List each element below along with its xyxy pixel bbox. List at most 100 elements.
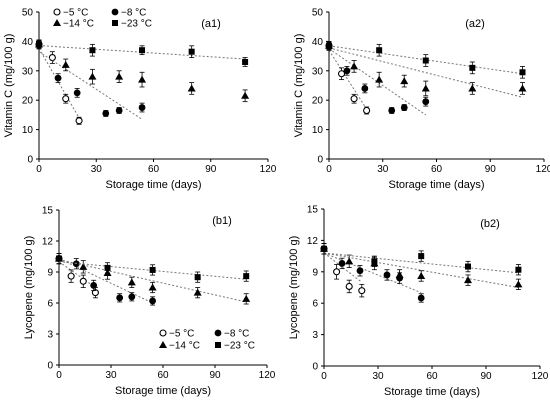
x-tick-label: 90: [485, 164, 497, 175]
data-point: [56, 255, 62, 262]
data-point: [371, 258, 378, 265]
y-tick-label: 3: [312, 330, 318, 341]
y-tick-label: 50: [22, 8, 34, 19]
data-point: [127, 278, 136, 286]
series-filled-triangle: [320, 243, 523, 290]
y-tick-label: 30: [22, 66, 34, 77]
data-point: [138, 75, 147, 83]
legend-marker: [53, 19, 61, 26]
data-point: [361, 85, 369, 92]
x-axis-title: Storage time (days): [106, 179, 202, 191]
legend-marker: [214, 329, 222, 337]
y-tick-label: 20: [22, 96, 34, 107]
series-filled-square: [321, 243, 522, 276]
x-tick-label: 0: [36, 164, 42, 175]
data-point: [376, 47, 383, 54]
x-tick-label: 60: [148, 164, 160, 175]
trend-line: [328, 47, 523, 98]
y-tick-label: 12: [307, 236, 319, 247]
legend: −5 °C −8 °C −14 °C −23 °C: [159, 329, 255, 352]
x-axis-title: Storage time (days): [115, 385, 211, 397]
data-point: [242, 294, 251, 302]
series-filled-square: [56, 252, 250, 283]
legend: −5 °C −8 °C −14 °C −23 °C: [53, 8, 152, 30]
panel-label: (a1): [201, 18, 221, 30]
y-tick-label: 6: [312, 299, 318, 310]
series-open-circle: [325, 41, 371, 115]
y-tick-label: 50: [312, 8, 324, 19]
data-point: [75, 117, 83, 125]
data-point: [243, 273, 250, 280]
data-point: [388, 107, 396, 114]
trend-line: [323, 252, 422, 294]
series-open-circle: [55, 252, 99, 299]
data-point: [116, 294, 124, 302]
data-point: [363, 106, 371, 115]
series-filled-circle: [35, 40, 146, 120]
y-tick-label: 40: [312, 37, 324, 48]
data-point: [469, 64, 476, 71]
panel-label: (b2): [480, 218, 500, 230]
y-tick-label: 0: [27, 155, 33, 166]
data-point: [465, 263, 471, 270]
data-point: [115, 72, 124, 80]
y-tick-label: 12: [42, 237, 54, 248]
x-tick-label: 60: [431, 164, 443, 175]
data-point: [88, 72, 97, 80]
data-point: [149, 266, 156, 273]
trend-line: [38, 48, 80, 119]
x-tick-label: 90: [209, 370, 221, 381]
data-point: [193, 288, 202, 296]
trend-line: [323, 252, 519, 274]
data-point: [89, 47, 96, 54]
legend-label: −23 °C: [121, 19, 152, 30]
data-point: [241, 91, 250, 99]
trend-line: [328, 48, 427, 116]
data-point: [194, 274, 201, 281]
y-tick-label: 15: [42, 206, 54, 217]
data-point: [91, 289, 99, 297]
y-axis-title: Vitamin C (mg/100 g): [3, 34, 15, 138]
x-tick-label: 0: [56, 370, 62, 381]
legend-label: −14 °C: [63, 19, 94, 30]
x-tick-label: 30: [105, 370, 117, 381]
data-point: [115, 107, 123, 114]
legend-marker: [53, 8, 61, 16]
y-tick-label: 6: [47, 299, 53, 310]
x-tick-label: 120: [532, 371, 549, 382]
data-point: [139, 47, 146, 54]
y-tick-label: 10: [312, 125, 324, 136]
trend-line: [323, 252, 363, 283]
data-point: [36, 41, 42, 48]
data-point: [242, 58, 249, 65]
data-point: [519, 69, 526, 76]
data-point: [421, 84, 430, 92]
x-tick-label: 90: [205, 164, 217, 175]
panel-label: (a2): [465, 18, 485, 30]
panel-a2: 0 30 60 90 120 0 10 20 30 40 50 Storage time (days)…: [293, 8, 550, 192]
x-tick-label: 30: [377, 164, 389, 175]
data-point: [338, 260, 346, 267]
data-point: [422, 98, 430, 106]
trend-line: [38, 45, 246, 60]
y-tick-label: 30: [312, 66, 324, 77]
data-point: [149, 297, 157, 305]
legend-label: −14 °C: [169, 341, 200, 352]
panel-label: (b1): [212, 215, 232, 227]
data-point: [418, 253, 425, 260]
data-point: [395, 270, 404, 278]
series-filled-triangle: [325, 41, 527, 98]
data-point: [138, 104, 146, 111]
data-point: [343, 67, 351, 75]
data-point: [73, 89, 81, 97]
data-point: [61, 60, 70, 68]
data-point: [104, 264, 111, 271]
data-point: [187, 84, 196, 92]
trend-line: [328, 49, 368, 110]
series-filled-circle: [55, 252, 157, 306]
data-point: [514, 280, 523, 288]
data-point: [464, 276, 472, 284]
y-tick-label: 10: [22, 125, 34, 136]
